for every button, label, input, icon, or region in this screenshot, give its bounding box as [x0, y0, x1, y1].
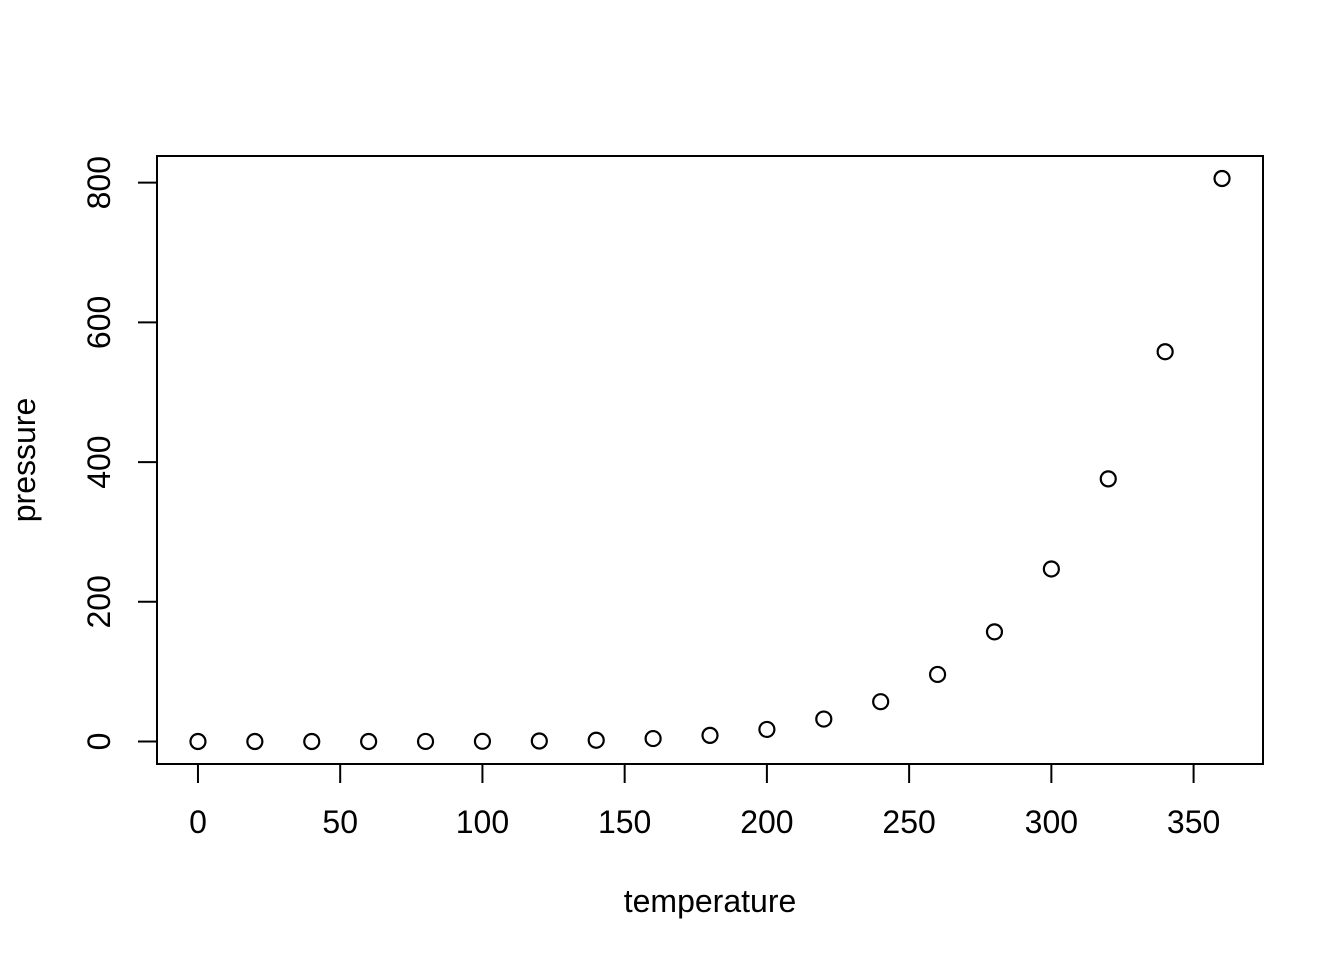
x-axis-tick-label: 350 [1167, 804, 1220, 840]
data-point [815, 710, 833, 728]
x-axis-tick-label: 200 [740, 804, 793, 840]
x-axis-tick-label: 100 [456, 804, 509, 840]
data-point [189, 732, 207, 751]
y-axis-tick-label: 200 [81, 575, 117, 628]
data-point [530, 732, 548, 750]
x-axis-tick-label: 50 [322, 804, 358, 840]
data-point [928, 665, 947, 684]
data-point [360, 732, 378, 751]
data-point [1042, 560, 1060, 578]
x-axis-title: temperature [624, 883, 797, 919]
data-point [587, 731, 605, 749]
plot-generated-content: 0 50 100 150 200 250 300 350 0 200 400 600 800 [81, 155, 1264, 840]
data-point [1099, 470, 1117, 488]
x-axis-tick-label: 0 [189, 804, 207, 840]
y-axis-tick-label: 400 [81, 435, 117, 488]
y-axis-tick-label: 600 [81, 296, 117, 349]
x-axis-tick-label: 250 [882, 804, 935, 840]
data-point [1156, 343, 1174, 361]
data-point [246, 732, 264, 751]
x-axis-tick-label: 300 [1025, 804, 1078, 840]
data-point [701, 726, 719, 744]
x-axis-tick-label: 150 [598, 804, 651, 840]
y-axis-title: pressure [6, 398, 42, 523]
data-point [872, 693, 890, 711]
data-point [303, 732, 321, 751]
y-axis-tick-label: 0 [81, 733, 117, 751]
data-point [985, 623, 1004, 641]
data-point [1213, 169, 1231, 188]
y-axis-tick-label: 800 [81, 156, 117, 209]
data-point [644, 729, 662, 748]
data-point [758, 720, 776, 739]
data-point [473, 732, 492, 750]
data-point [416, 732, 435, 751]
plot-border [156, 155, 1264, 765]
